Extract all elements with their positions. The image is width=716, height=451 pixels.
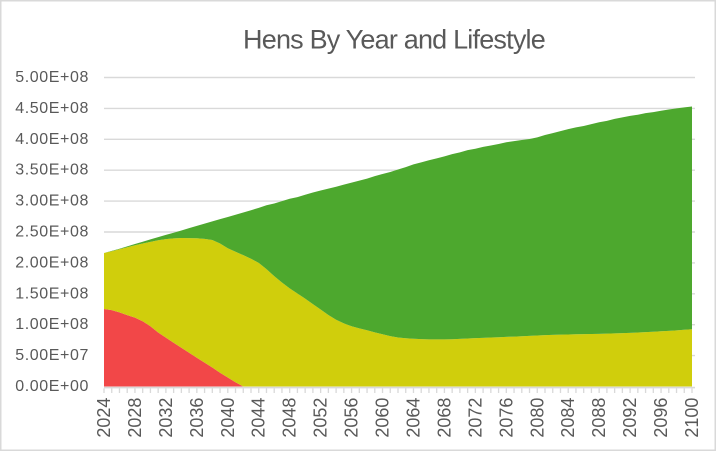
svg-text:2048: 2048	[280, 398, 300, 438]
svg-text:2096: 2096	[651, 398, 671, 438]
svg-text:5.00E+08: 5.00E+08	[15, 69, 89, 86]
svg-text:2076: 2076	[496, 398, 516, 438]
svg-text:2100: 2100	[682, 398, 702, 438]
svg-text:5.00E+07: 5.00E+07	[15, 347, 89, 364]
svg-text:2044: 2044	[249, 398, 269, 438]
svg-text:2092: 2092	[620, 398, 640, 438]
svg-text:2084: 2084	[558, 398, 578, 438]
svg-text:2072: 2072	[465, 398, 485, 438]
svg-text:1.50E+08: 1.50E+08	[15, 285, 89, 302]
svg-text:2056: 2056	[342, 398, 362, 438]
svg-text:2036: 2036	[187, 398, 207, 438]
svg-text:4.00E+08: 4.00E+08	[15, 131, 89, 148]
svg-text:4.50E+08: 4.50E+08	[15, 100, 89, 117]
svg-text:2064: 2064	[403, 398, 423, 438]
svg-text:2088: 2088	[589, 398, 609, 438]
svg-text:Hens By Year and Lifestyle: Hens By Year and Lifestyle	[243, 25, 545, 55]
svg-text:2.50E+08: 2.50E+08	[15, 224, 89, 241]
svg-text:0.00E+00: 0.00E+00	[15, 378, 89, 395]
svg-text:2060: 2060	[373, 398, 393, 438]
svg-text:2024: 2024	[94, 398, 114, 438]
svg-text:1.00E+08: 1.00E+08	[15, 316, 89, 333]
svg-text:2.00E+08: 2.00E+08	[15, 254, 89, 271]
svg-text:2032: 2032	[156, 398, 176, 438]
svg-text:3.50E+08: 3.50E+08	[15, 162, 89, 179]
svg-text:2052: 2052	[311, 398, 331, 438]
svg-text:2028: 2028	[125, 398, 145, 438]
svg-text:2040: 2040	[218, 398, 238, 438]
svg-text:2068: 2068	[434, 398, 454, 438]
svg-text:2080: 2080	[527, 398, 547, 438]
svg-text:3.00E+08: 3.00E+08	[15, 193, 89, 210]
